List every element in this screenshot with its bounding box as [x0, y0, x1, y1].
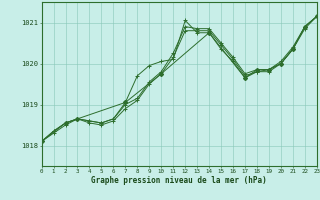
X-axis label: Graphe pression niveau de la mer (hPa): Graphe pression niveau de la mer (hPa): [91, 176, 267, 185]
